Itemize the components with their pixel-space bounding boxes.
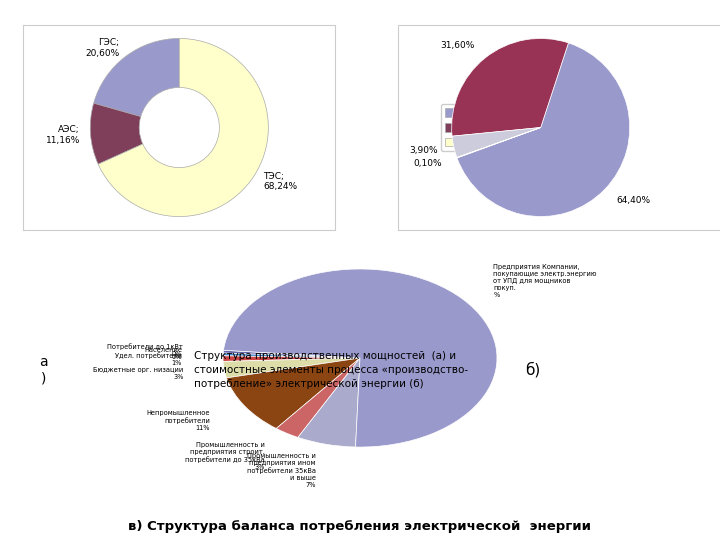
Wedge shape bbox=[223, 356, 360, 361]
Wedge shape bbox=[223, 353, 360, 358]
Wedge shape bbox=[276, 358, 360, 437]
Wedge shape bbox=[223, 358, 360, 378]
Text: Население
0%: Население 0% bbox=[144, 347, 182, 360]
Wedge shape bbox=[223, 269, 497, 447]
Text: Бюджетные орг. низации
3%: Бюджетные орг. низации 3% bbox=[93, 367, 184, 380]
Text: б): б) bbox=[525, 362, 541, 377]
Text: АЭС;
11,16%: АЭС; 11,16% bbox=[45, 125, 80, 145]
Wedge shape bbox=[457, 127, 541, 158]
Legend: ГЭС, АЭС, ТЭС: ГЭС, АЭС, ТЭС bbox=[441, 104, 486, 151]
Text: ТЭС;
68,24%: ТЭС; 68,24% bbox=[263, 172, 297, 191]
Text: 31,60%: 31,60% bbox=[441, 41, 475, 50]
Text: ГЭС;
20,60%: ГЭС; 20,60% bbox=[85, 38, 120, 58]
Text: Структура производственных мощностей  (а) и
стоимостные элементы процесса «произ: Структура производственных мощностей (а)… bbox=[194, 351, 469, 389]
Text: Промышленность и
предприятия строит.
потребители до 35кВа
3%: Промышленность и предприятия строит. пот… bbox=[185, 442, 265, 470]
Wedge shape bbox=[223, 350, 360, 358]
Text: 3,90%: 3,90% bbox=[410, 146, 438, 155]
Wedge shape bbox=[457, 43, 630, 217]
Text: Предприятия Компании,
покупающие электр.энергию
от УПД для мощников
покуп.
%: Предприятия Компании, покупающие электр.… bbox=[493, 264, 597, 298]
Wedge shape bbox=[227, 358, 360, 428]
Text: в) Структура баланса потребления электрической  энергии: в) Структура баланса потребления электри… bbox=[128, 520, 592, 533]
Wedge shape bbox=[90, 103, 143, 164]
Wedge shape bbox=[98, 38, 269, 217]
Wedge shape bbox=[94, 38, 179, 117]
Text: 64,40%: 64,40% bbox=[616, 196, 650, 205]
Wedge shape bbox=[452, 127, 541, 158]
Text: Удел. потребители
1%: Удел. потребители 1% bbox=[115, 352, 182, 366]
Text: Промышленность и
предприятия ином
потребители 35кВа
и выше
7%: Промышленность и предприятия ином потреб… bbox=[247, 453, 315, 488]
Text: Потребители до 1кВт
0%: Потребители до 1кВт 0% bbox=[107, 343, 182, 356]
Wedge shape bbox=[451, 38, 569, 136]
Text: а
): а ) bbox=[39, 355, 48, 385]
Text: Непромышленное
потребители
11%: Непромышленное потребители 11% bbox=[146, 410, 210, 431]
Text: 0,10%: 0,10% bbox=[413, 159, 442, 167]
Wedge shape bbox=[298, 358, 360, 447]
